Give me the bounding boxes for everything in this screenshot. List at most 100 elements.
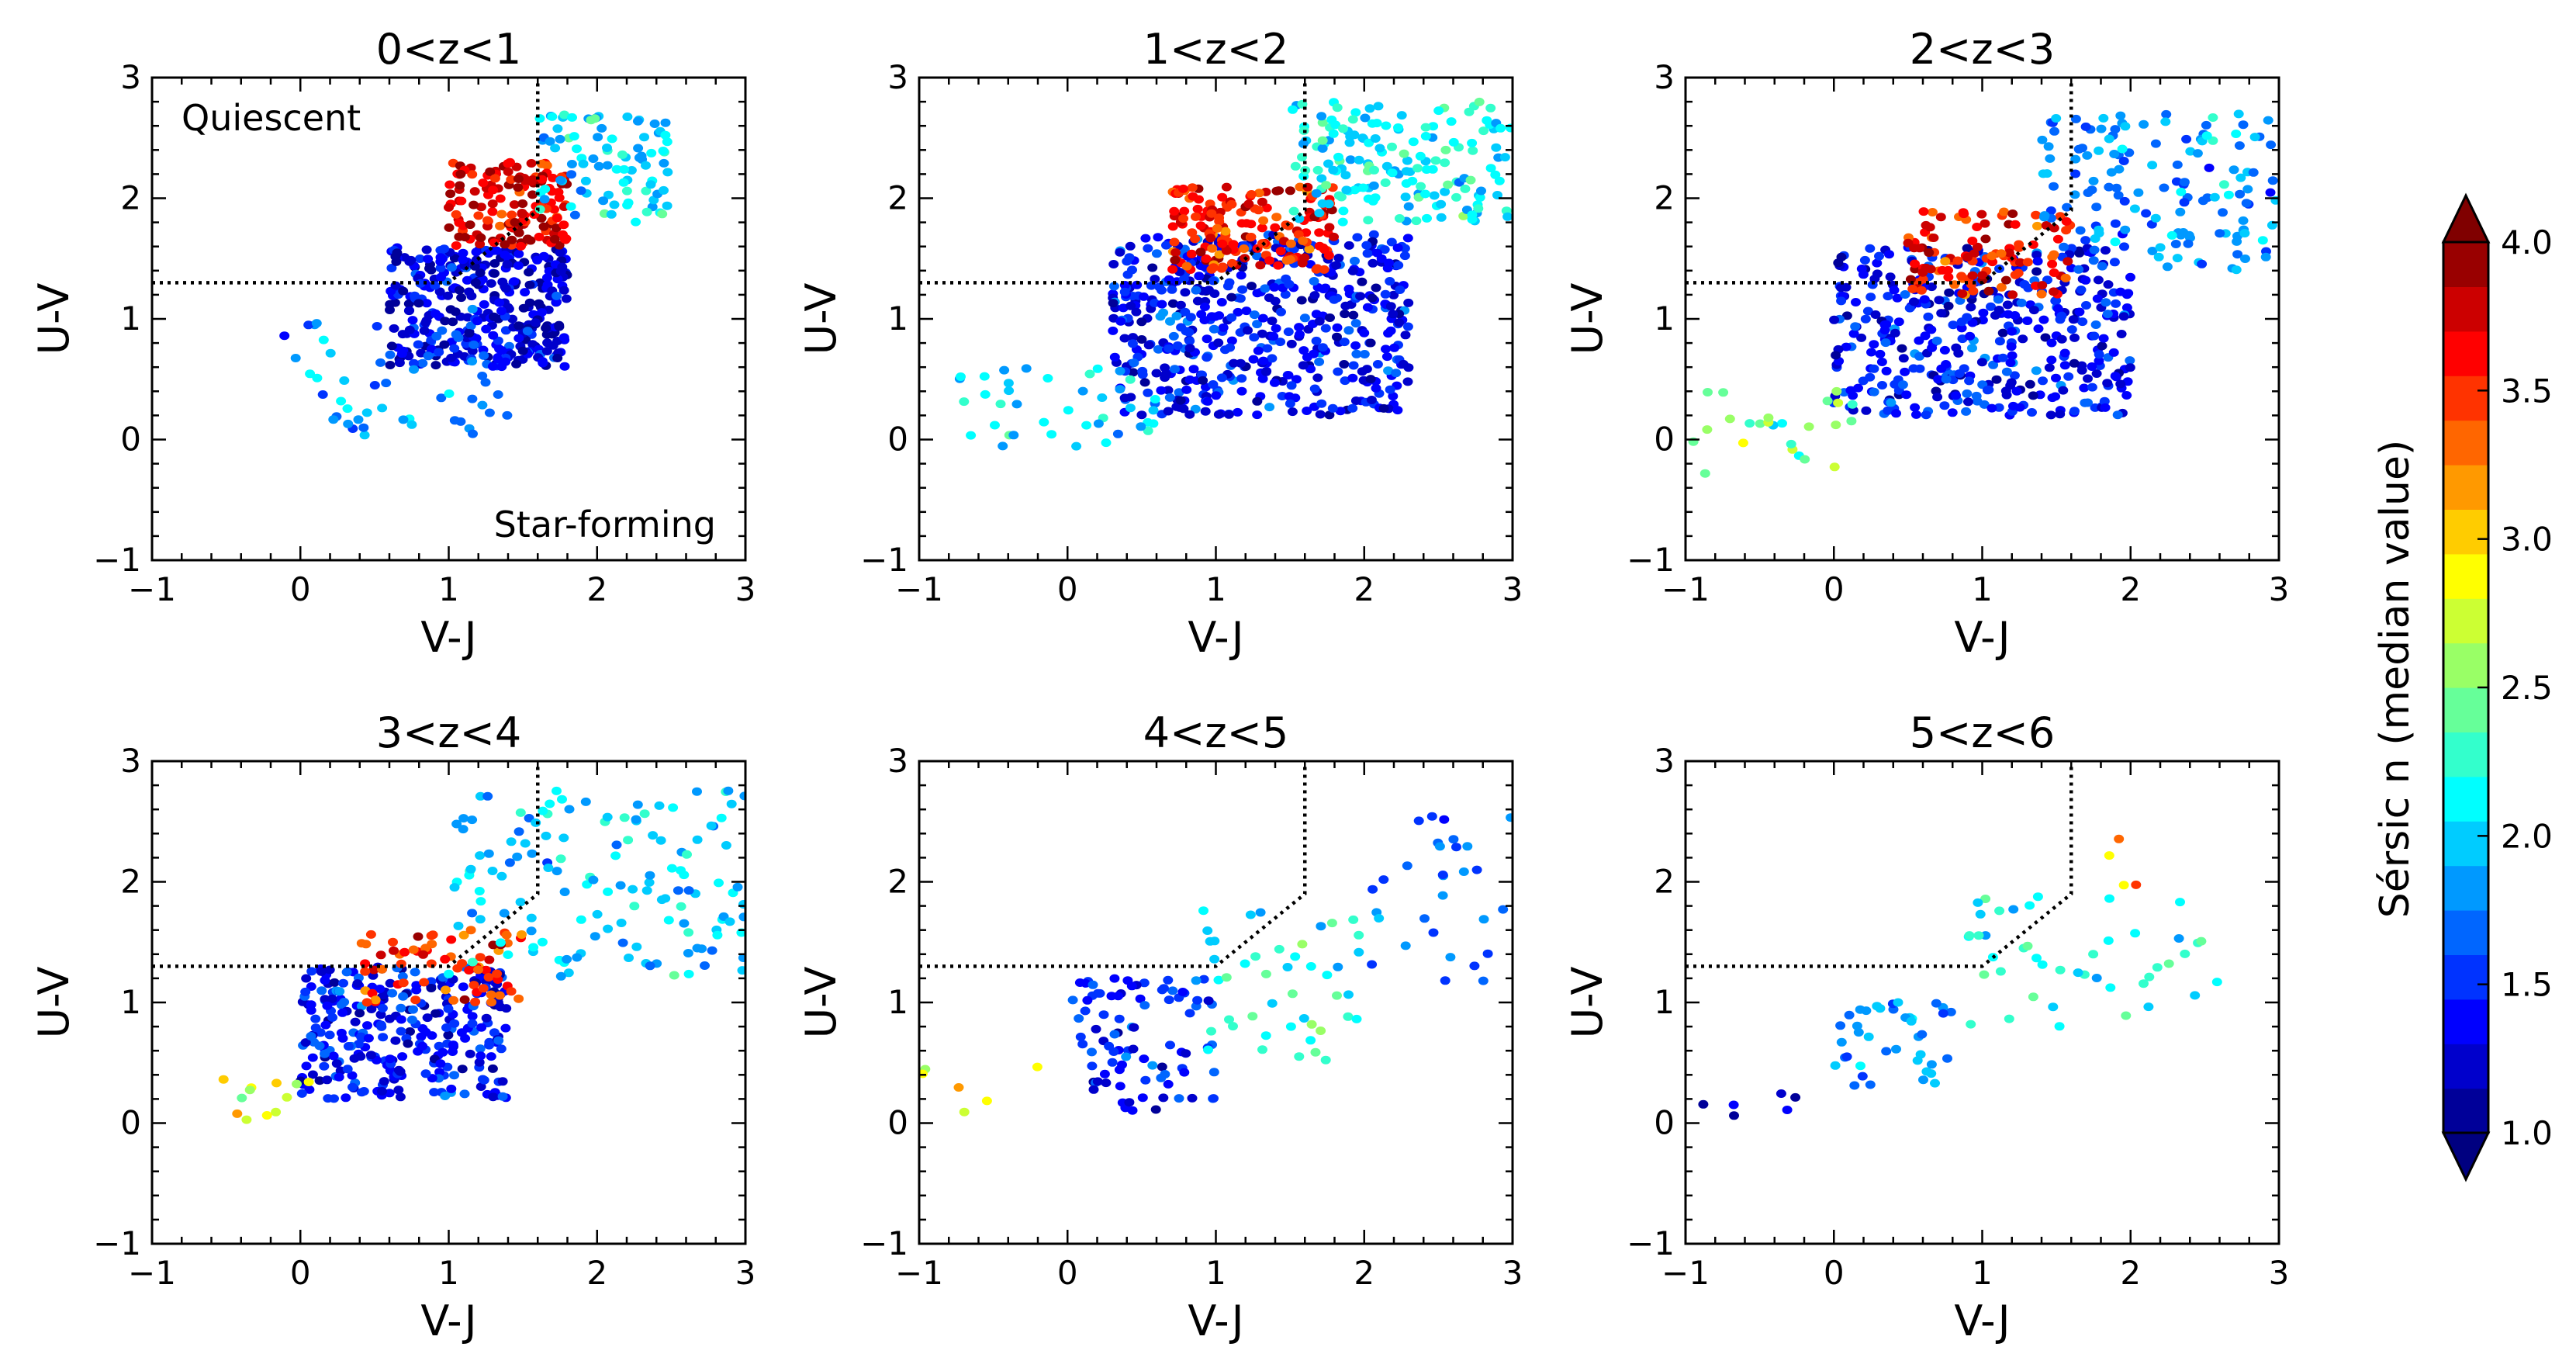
- data-point: [1194, 272, 1205, 281]
- data-point: [389, 946, 399, 955]
- data-point: [541, 324, 552, 333]
- data-point: [555, 854, 566, 864]
- data-point: [1941, 375, 1952, 384]
- data-point: [1333, 367, 1343, 376]
- panels: −1 0 1 2 3−101230<z<1V-JU-VQuiescentStar-for…: [29, 25, 2289, 1345]
- data-point: [1140, 1075, 1151, 1085]
- colorbar-tick-label: 2.0: [2501, 817, 2553, 855]
- data-point: [1782, 1106, 1793, 1114]
- data-point: [557, 262, 568, 272]
- data-point: [534, 205, 545, 214]
- data-point: [449, 883, 460, 892]
- data-point: [444, 389, 455, 398]
- data-point: [1260, 1031, 1271, 1040]
- colorbar-level: [2443, 465, 2488, 510]
- x-tick-label: −1: [128, 1254, 176, 1292]
- data-point: [484, 408, 495, 417]
- data-point: [1986, 251, 1997, 261]
- data-point: [361, 998, 372, 1007]
- data-point: [572, 144, 582, 154]
- data-point: [467, 170, 478, 179]
- data-point: [1195, 248, 1206, 257]
- data-point: [1898, 354, 1909, 363]
- data-point: [1165, 317, 1175, 326]
- data-point: [494, 991, 505, 1000]
- data-point: [306, 1032, 316, 1040]
- data-point: [2011, 386, 2022, 396]
- data-point: [1389, 343, 1400, 352]
- data-point: [1167, 986, 1178, 995]
- data-point: [1147, 1061, 1158, 1070]
- data-point: [1257, 329, 1267, 338]
- data-point: [707, 946, 717, 955]
- data-point: [1247, 1012, 1258, 1021]
- data-point: [1879, 326, 1890, 335]
- data-point: [468, 429, 478, 438]
- data-point: [500, 240, 510, 249]
- data-point: [515, 898, 526, 907]
- data-point: [602, 161, 613, 170]
- data-point: [377, 1003, 388, 1013]
- data-point: [2102, 379, 2113, 388]
- data-point: [290, 354, 301, 362]
- data-point: [2267, 176, 2278, 185]
- data-point: [396, 1003, 406, 1013]
- data-point: [1997, 328, 2008, 338]
- data-point: [2024, 901, 2035, 910]
- data-point: [607, 134, 617, 144]
- data-point: [2104, 894, 2114, 903]
- data-point: [1400, 331, 1411, 340]
- x-tick-label: 3: [735, 570, 756, 608]
- data-point: [1953, 348, 1964, 358]
- data-point: [2031, 954, 2042, 963]
- data-point: [1191, 286, 1202, 295]
- data-point: [1401, 167, 1412, 176]
- x-tick-label: −1: [1661, 570, 1710, 608]
- data-point: [2125, 356, 2135, 365]
- data-point: [1408, 137, 1419, 147]
- data-point: [732, 882, 743, 891]
- data-point: [444, 203, 454, 212]
- data-point: [2231, 265, 2242, 275]
- colorbar-level: [2443, 865, 2488, 911]
- data-point: [1943, 272, 1954, 282]
- data-point: [2176, 187, 2187, 196]
- data-point: [1198, 376, 1208, 385]
- data-point: [1077, 1040, 1088, 1049]
- data-point: [1316, 922, 1326, 931]
- data-point: [1883, 406, 1893, 415]
- data-point: [1294, 323, 1305, 332]
- data-point: [1494, 176, 1505, 185]
- data-point: [2062, 203, 2073, 212]
- data-point: [2083, 374, 2093, 383]
- data-point: [682, 850, 692, 859]
- data-point: [410, 968, 420, 977]
- data-point: [1728, 1100, 1739, 1110]
- data-point: [429, 1088, 440, 1097]
- data-point: [1942, 1054, 1952, 1063]
- data-point: [1937, 265, 1948, 275]
- data-point: [1702, 425, 1713, 434]
- y-tick-label: 2: [887, 863, 908, 901]
- colorbar-level: [2443, 642, 2488, 688]
- data-point: [1180, 288, 1191, 297]
- data-point: [1378, 403, 1389, 413]
- y-tick-label: −1: [860, 1224, 908, 1262]
- data-point: [409, 365, 419, 374]
- data-point: [558, 333, 569, 342]
- data-point: [343, 419, 354, 428]
- data-point: [609, 200, 620, 209]
- data-point: [1875, 349, 1886, 358]
- data-point: [1317, 118, 1328, 127]
- data-point: [1439, 815, 1450, 824]
- data-point: [1388, 392, 1399, 401]
- data-point: [358, 423, 369, 432]
- data-point: [2010, 270, 2021, 279]
- data-point: [1938, 1009, 1948, 1018]
- data-point: [1933, 375, 1944, 384]
- data-point: [1402, 234, 1413, 243]
- data-point: [520, 288, 531, 297]
- data-point: [617, 150, 628, 159]
- data-point: [488, 331, 499, 340]
- data-point: [1043, 374, 1053, 383]
